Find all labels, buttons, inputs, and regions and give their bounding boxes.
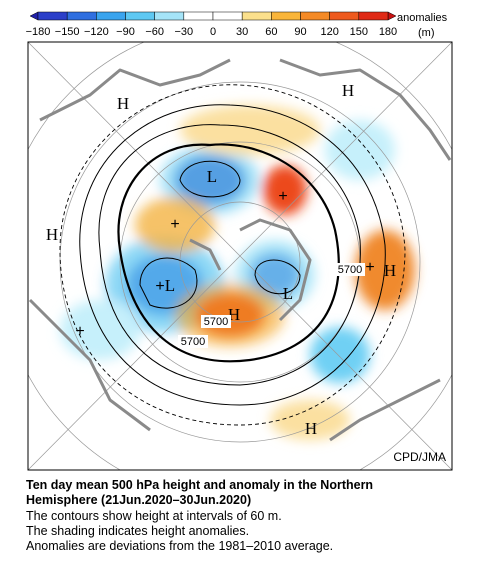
coastlines bbox=[28, 58, 452, 442]
caption-line: The shading indicates height anomalies. bbox=[26, 524, 250, 538]
center-mark: + bbox=[278, 188, 287, 205]
center-mark: + bbox=[155, 278, 164, 295]
colorbar-tick-label: −30 bbox=[174, 26, 193, 38]
colorbar-tick-label: 120 bbox=[320, 26, 338, 38]
colorbar-tick-label: 60 bbox=[265, 26, 277, 38]
colorbar-arrow bbox=[29, 11, 39, 21]
colorbar-bin bbox=[212, 11, 243, 21]
credit: CPD/JMA bbox=[393, 450, 446, 464]
caption-title: Hemisphere (21Jun.2020–30Jun.2020) bbox=[26, 493, 252, 507]
colorbar-tick-label: −180 bbox=[26, 26, 51, 38]
pressure-center-label: H bbox=[342, 81, 354, 100]
colorbar-bin bbox=[300, 11, 330, 21]
center-mark: + bbox=[75, 323, 84, 340]
colorbar-tick-label: −90 bbox=[116, 26, 135, 38]
contours bbox=[59, 84, 406, 426]
contour-label: 5700 bbox=[181, 336, 205, 348]
contour-label-bg bbox=[335, 263, 365, 276]
pressure-center-label: H bbox=[384, 261, 396, 280]
caption-line: The contours show height at intervals of… bbox=[26, 509, 282, 523]
colorbar: −180 −150 −120 −90 −60 −30 0 30 60 90 120 150 180 bbox=[26, 11, 397, 38]
colorbar-bin bbox=[271, 11, 301, 21]
colorbar-bin bbox=[125, 11, 155, 21]
colorbar-tick-label: −60 bbox=[145, 26, 164, 38]
contour-label-bg bbox=[178, 335, 208, 348]
colorbar-tick-label: 0 bbox=[210, 26, 216, 38]
colorbar-title: anomalies bbox=[397, 12, 448, 24]
contour-label: 5700 bbox=[338, 264, 362, 276]
colorbar-tick-label: 90 bbox=[294, 26, 306, 38]
pressure-center-label: L bbox=[283, 284, 293, 303]
colorbar-bin bbox=[66, 11, 97, 21]
caption-line: Anomalies are deviations from the 1981–2… bbox=[26, 539, 334, 553]
caption-title: Ten day mean 500 hPa height and anomaly … bbox=[26, 478, 374, 492]
colorbar-bin bbox=[37, 11, 68, 21]
center-mark: + bbox=[170, 216, 179, 233]
contour-label-bg bbox=[201, 315, 231, 328]
colorbar-unit: (m) bbox=[418, 27, 435, 39]
center-mark: + bbox=[365, 259, 374, 276]
colorbar-bin bbox=[96, 11, 126, 21]
colorbar-bin bbox=[329, 11, 360, 21]
colorbar-tick-label: −150 bbox=[55, 26, 80, 38]
colorbar-tick-label: 180 bbox=[379, 26, 397, 38]
colorbar-tick-label: 150 bbox=[350, 26, 368, 38]
pressure-center-label: L bbox=[207, 167, 217, 186]
contour-label: 5700 bbox=[204, 316, 228, 328]
colorbar-bin bbox=[358, 11, 389, 21]
colorbar-bin bbox=[183, 11, 214, 21]
colorbar-arrow bbox=[387, 11, 397, 21]
colorbar-bin bbox=[154, 11, 185, 21]
pressure-center-label: L bbox=[165, 276, 175, 295]
colorbar-tick-label: 30 bbox=[236, 26, 248, 38]
figure: −180 −150 −120 −90 −60 −30 0 30 60 90 120 150 180 an… bbox=[26, 11, 453, 471]
anomaly-shading bbox=[60, 105, 415, 440]
pressure-center-label: H bbox=[305, 419, 317, 438]
colorbar-bin bbox=[241, 11, 272, 21]
pressure-center-label: H bbox=[46, 225, 58, 244]
map-frame bbox=[27, 41, 453, 471]
pressure-center-label: H bbox=[117, 94, 129, 113]
colorbar-tick-label: −120 bbox=[84, 26, 109, 38]
